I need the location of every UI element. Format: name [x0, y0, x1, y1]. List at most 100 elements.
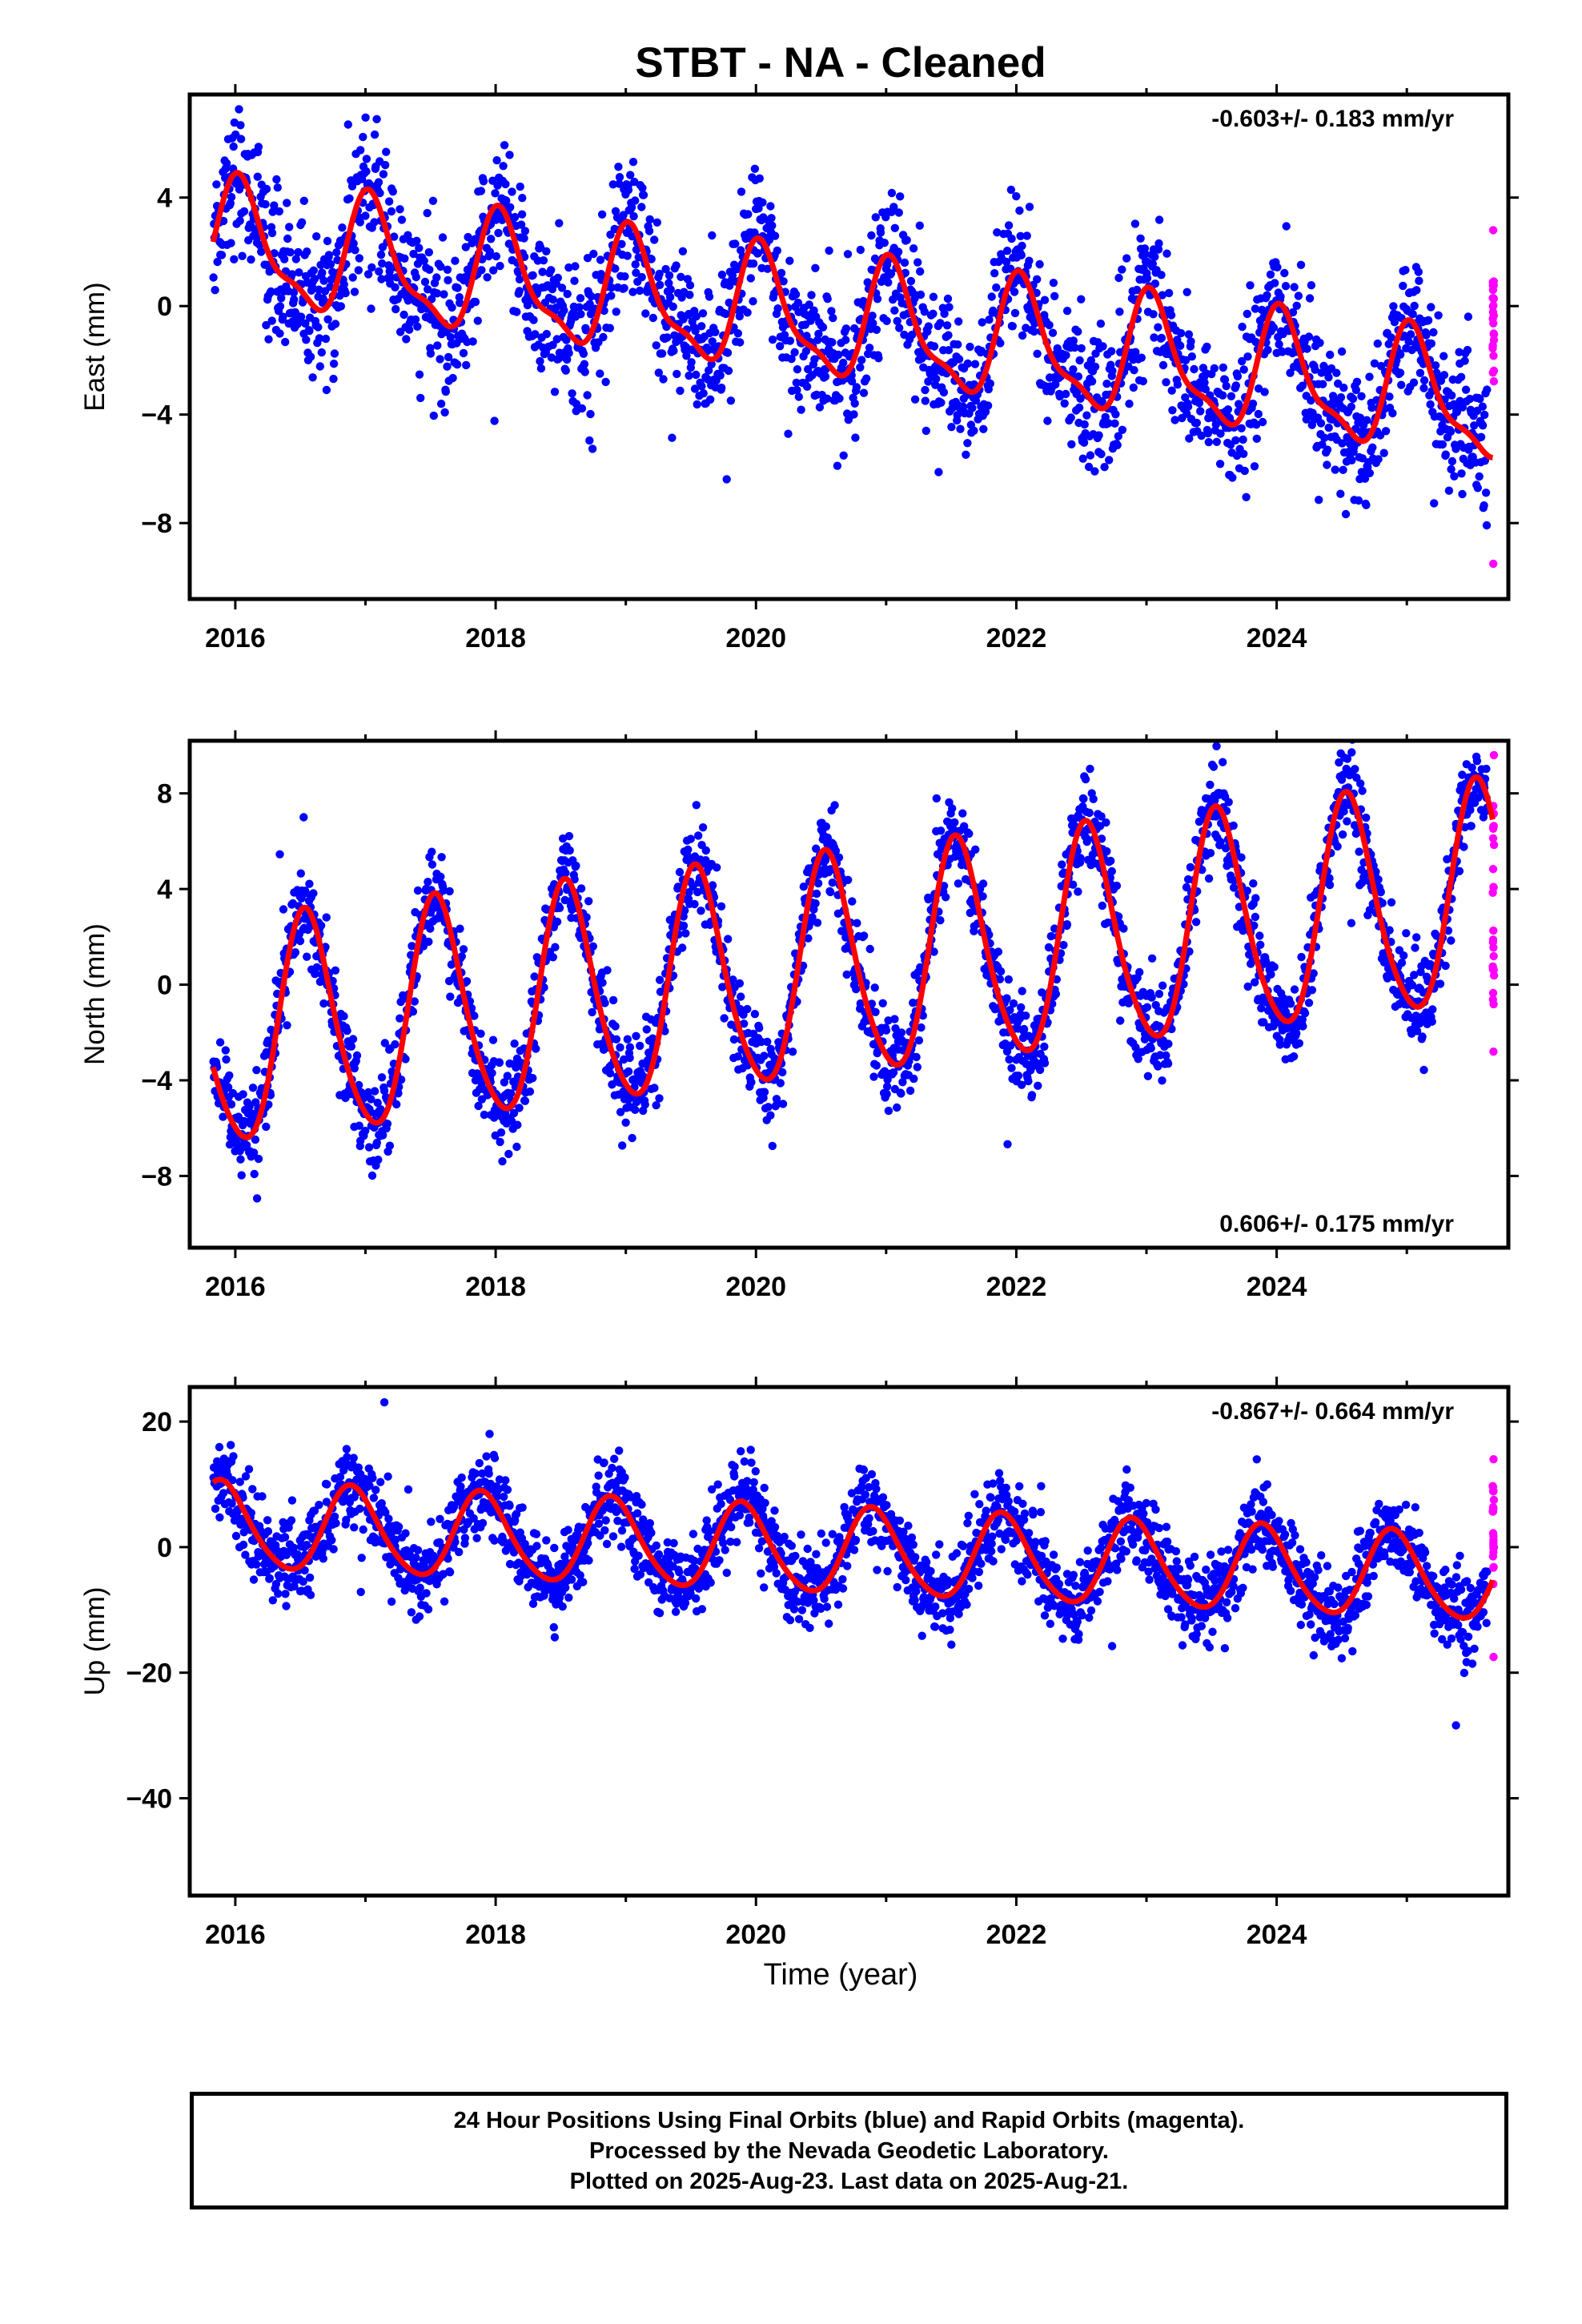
final-point — [388, 187, 397, 196]
final-point — [1381, 427, 1391, 436]
final-point — [568, 389, 576, 398]
final-point — [1094, 431, 1103, 440]
final-point — [1107, 866, 1117, 876]
final-point — [1358, 786, 1367, 795]
final-point — [1131, 348, 1140, 356]
final-point — [807, 291, 816, 300]
final-point — [1183, 402, 1193, 411]
final-point — [852, 383, 861, 392]
final-point — [347, 182, 357, 191]
final-point — [1130, 219, 1140, 228]
final-point — [538, 267, 547, 276]
final-point — [1251, 337, 1260, 347]
final-point — [1100, 463, 1109, 472]
final-point — [1147, 993, 1156, 1002]
rapid-point — [1489, 352, 1498, 360]
final-point — [1200, 378, 1209, 387]
final-point — [348, 273, 357, 282]
final-point — [424, 937, 433, 947]
final-point — [1154, 989, 1164, 999]
final-point — [1185, 434, 1194, 443]
final-point — [408, 1007, 418, 1016]
rapid-point — [1488, 824, 1498, 834]
final-point — [665, 292, 675, 302]
final-point — [1447, 391, 1456, 400]
final-point — [1097, 449, 1106, 459]
final-point — [506, 1089, 516, 1098]
final-point — [884, 1106, 893, 1116]
final-point — [1460, 356, 1469, 365]
final-point — [1206, 780, 1215, 790]
final-point — [1024, 1076, 1033, 1086]
final-point — [1098, 342, 1107, 351]
final-point — [1435, 979, 1445, 988]
final-point — [226, 199, 235, 207]
final-point — [685, 888, 693, 897]
final-point — [215, 1038, 225, 1047]
final-point — [1456, 396, 1464, 405]
final-point — [721, 309, 730, 319]
final-point — [1299, 1022, 1307, 1031]
final-point — [1085, 808, 1094, 818]
final-point — [479, 177, 488, 186]
final-point — [319, 999, 328, 1008]
final-point — [290, 295, 299, 304]
final-point — [962, 450, 970, 459]
final-point — [726, 396, 736, 405]
final-point — [731, 239, 740, 248]
final-point — [1365, 372, 1374, 381]
final-point — [970, 426, 978, 435]
final-point — [452, 360, 462, 369]
final-point — [331, 320, 340, 328]
final-point — [811, 899, 820, 908]
final-point — [1079, 438, 1089, 447]
final-point — [1467, 822, 1476, 830]
final-point — [929, 309, 938, 318]
final-point — [1376, 887, 1385, 897]
final-point — [439, 886, 448, 895]
final-point — [623, 1035, 632, 1043]
final-point — [637, 203, 646, 211]
final-point — [1122, 254, 1131, 263]
final-point — [275, 207, 283, 216]
final-point — [408, 942, 416, 951]
final-point — [778, 1068, 787, 1077]
final-point — [1323, 445, 1332, 454]
final-point — [1275, 1040, 1285, 1049]
final-point — [869, 1072, 878, 1081]
final-point — [773, 246, 781, 255]
final-point — [252, 1066, 261, 1075]
final-point — [776, 342, 785, 351]
final-point — [1422, 331, 1431, 340]
final-point — [1154, 245, 1163, 254]
final-point — [520, 234, 528, 243]
final-point — [728, 271, 737, 280]
final-point — [859, 931, 869, 940]
final-point — [361, 1126, 370, 1136]
final-point — [251, 1135, 260, 1144]
final-point — [372, 1138, 381, 1148]
final-point — [859, 296, 868, 306]
final-point — [834, 350, 843, 360]
final-point — [940, 309, 949, 318]
final-point — [628, 287, 637, 296]
final-point — [661, 264, 670, 274]
final-point — [1303, 344, 1311, 353]
final-point — [635, 286, 644, 296]
final-point — [561, 869, 570, 878]
final-point — [476, 1029, 485, 1039]
final-point — [617, 239, 626, 248]
final-point — [341, 288, 350, 298]
final-point — [829, 313, 837, 323]
final-point — [355, 1121, 363, 1130]
final-point — [1191, 918, 1201, 927]
final-point — [1010, 287, 1019, 296]
final-point — [424, 285, 432, 294]
final-point — [698, 309, 708, 318]
final-point — [436, 872, 445, 882]
final-point — [315, 362, 324, 371]
final-point — [273, 183, 282, 192]
final-point — [428, 860, 437, 869]
final-point — [324, 251, 334, 259]
final-point — [1006, 264, 1015, 273]
